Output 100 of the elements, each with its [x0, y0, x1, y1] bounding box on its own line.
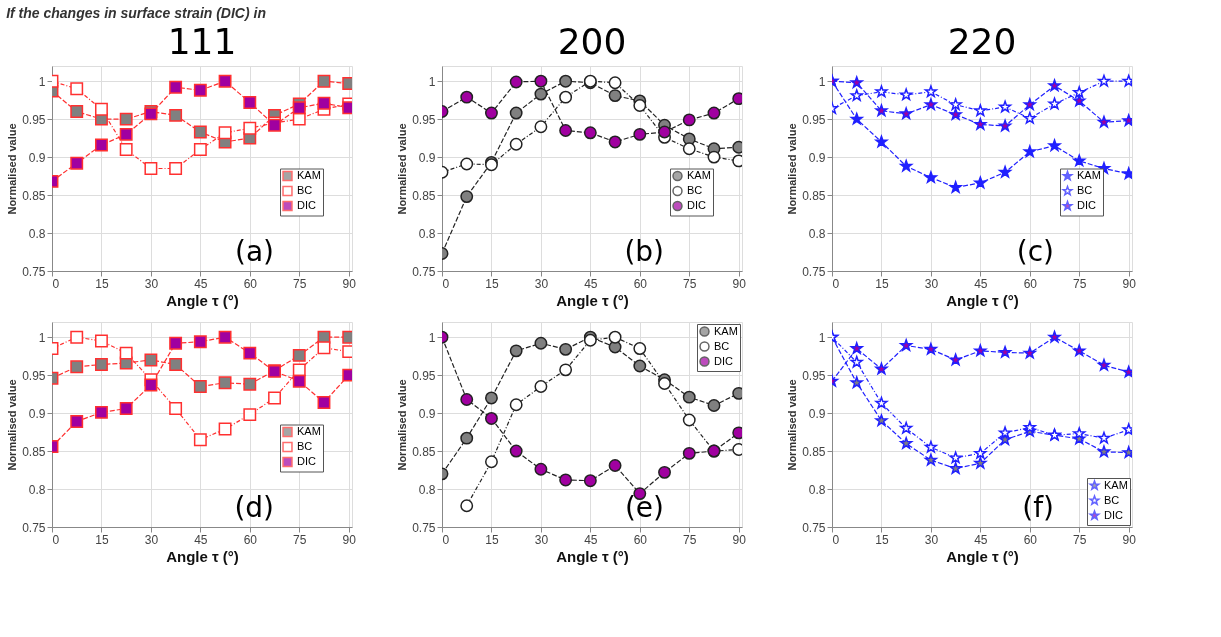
x-tick-label: 30: [144, 532, 159, 547]
x-tick-label: 75: [683, 276, 697, 291]
y-tick-label: 0.9: [808, 150, 826, 165]
x-tick-label: 0: [442, 276, 450, 291]
y-tick-label: 0.75: [412, 264, 436, 279]
y-tick-label: 0.95: [22, 368, 46, 383]
y-tick-label: 1: [428, 74, 436, 89]
text: If the changes in surface strain (DIC) in: [6, 4, 266, 21]
x-tick-label: 75: [1073, 276, 1087, 291]
y-tick-label: 0.85: [412, 188, 436, 203]
x-tick-label: 15: [95, 532, 109, 547]
y-tick-label: 0.85: [802, 188, 826, 203]
x-tick-label: 15: [875, 276, 889, 291]
y-axis-title: Normalised value: [6, 379, 19, 471]
x-tick-label: 90: [732, 276, 747, 291]
y-tick-label: 0.9: [28, 150, 46, 165]
legend-label: DIC: [1077, 199, 1096, 211]
y-tick-label: 0.75: [22, 520, 46, 535]
legend-label: BC: [297, 440, 313, 452]
x-tick-label: 15: [485, 276, 499, 291]
y-tick-label: 0.8: [808, 482, 826, 497]
x-tick-label: 60: [1023, 276, 1038, 291]
y-tick-label: 0.9: [418, 150, 436, 165]
x-tick-label: 0: [832, 532, 840, 547]
x-tick-label: 90: [732, 532, 747, 547]
x-tick-label: 15: [95, 276, 109, 291]
x-axis-title: Angle τ (°): [166, 291, 239, 309]
x-tick-label: 90: [1122, 532, 1137, 547]
legend-label: DIC: [1104, 508, 1123, 521]
y-tick-label: 0.75: [802, 520, 826, 535]
legend-label: KAM: [714, 324, 738, 337]
annotation: (c): [1016, 235, 1054, 268]
legend-label: BC: [297, 184, 313, 196]
y-tick-label: 0.85: [22, 188, 46, 203]
legend-label: DIC: [687, 199, 706, 211]
x-tick-label: 0: [52, 532, 60, 547]
y-tick-label: 0.75: [802, 264, 826, 279]
x-tick-label: 45: [194, 276, 208, 291]
y-tick-label: 0.9: [28, 406, 46, 421]
x-tick-label: 30: [534, 532, 549, 547]
x-tick-label: 60: [633, 276, 648, 291]
annotation: (d): [234, 491, 274, 524]
y-tick-label: 0.8: [28, 482, 46, 497]
x-tick-label: 0: [52, 276, 60, 291]
y-tick-label: 1: [428, 330, 436, 345]
y-axis-title: Normalised value: [786, 379, 799, 471]
x-tick-label: 0: [442, 532, 450, 547]
x-axis-title: Angle τ (°): [946, 547, 1019, 565]
legend-label: BC: [687, 184, 703, 196]
x-tick-label: 15: [875, 532, 889, 547]
y-tick-label: 0.95: [802, 368, 826, 383]
legend-label: KAM: [1077, 169, 1101, 181]
x-tick-label: 60: [243, 532, 258, 547]
x-axis-title: Angle τ (°): [556, 291, 629, 309]
x-tick-label: 75: [293, 532, 307, 547]
y-axis-title: Normalised value: [786, 123, 799, 215]
x-tick-label: 60: [243, 276, 258, 291]
annotation: (a): [234, 235, 274, 268]
y-tick-label: 0.85: [412, 444, 436, 459]
legend-label: DIC: [297, 455, 316, 467]
x-tick-label: 30: [144, 276, 159, 291]
y-tick-label: 0.8: [808, 226, 826, 241]
legend-label: DIC: [297, 199, 316, 211]
annotation: (f): [1022, 491, 1054, 524]
legend-label: DIC: [714, 354, 733, 367]
x-tick-label: 75: [293, 276, 307, 291]
x-tick-label: 90: [1122, 276, 1137, 291]
x-tick-label: 75: [1073, 532, 1087, 547]
y-tick-label: 0.8: [418, 482, 436, 497]
chart-title: 111: [167, 21, 237, 62]
y-tick-label: 0.9: [418, 406, 436, 421]
x-axis-title: Angle τ (°): [556, 547, 629, 565]
y-axis-title: Normalised value: [6, 123, 19, 215]
y-tick-label: 0.95: [412, 368, 436, 383]
legend-label: BC: [1104, 493, 1120, 506]
x-tick-label: 45: [974, 532, 988, 547]
legend-label: BC: [1077, 184, 1093, 196]
x-tick-label: 0: [832, 276, 840, 291]
x-tick-label: 30: [924, 276, 939, 291]
y-tick-label: 0.75: [22, 264, 46, 279]
chart-title: 220: [947, 21, 1017, 62]
y-tick-label: 0.95: [22, 112, 46, 127]
y-tick-label: 0.8: [28, 226, 46, 241]
x-tick-label: 60: [1023, 532, 1038, 547]
x-tick-label: 45: [584, 532, 598, 547]
x-tick-label: 90: [342, 276, 357, 291]
y-tick-label: 1: [38, 330, 46, 345]
x-tick-label: 90: [342, 532, 357, 547]
x-tick-label: 15: [485, 532, 499, 547]
y-axis-title: Normalised value: [396, 123, 409, 215]
annotation: (e): [624, 491, 664, 524]
x-tick-label: 30: [534, 276, 549, 291]
y-axis-title: Normalised value: [396, 379, 409, 471]
chart-title: 200: [557, 21, 627, 62]
y-tick-label: 0.95: [412, 112, 436, 127]
annotation: (b): [624, 235, 664, 268]
y-tick-label: 0.95: [802, 112, 826, 127]
y-tick-label: 0.8: [418, 226, 436, 241]
y-tick-label: 1: [818, 330, 826, 345]
y-tick-label: 0.75: [412, 520, 436, 535]
